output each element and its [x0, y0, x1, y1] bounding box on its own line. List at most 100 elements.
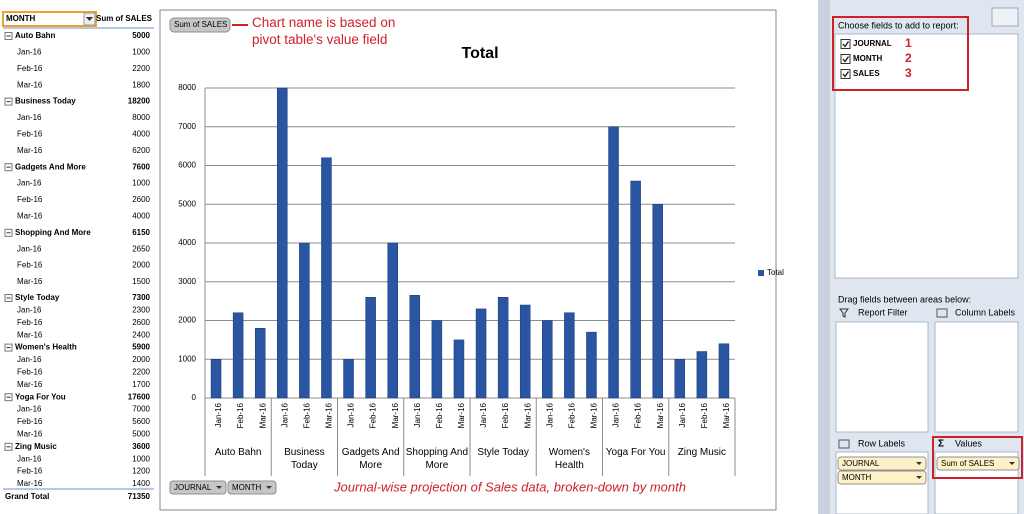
- group-name: Business Today: [15, 97, 76, 106]
- bar: [652, 204, 663, 399]
- x-tick-label: Feb-16: [700, 402, 709, 428]
- header-label: Sum of SALES: [96, 14, 153, 23]
- field-name: MONTH: [853, 54, 883, 63]
- area-title: Column Labels: [955, 307, 1016, 317]
- month-value: 1700: [132, 380, 150, 389]
- legend-label: Total: [767, 268, 784, 277]
- bar: [696, 351, 708, 399]
- bar: [387, 242, 398, 399]
- axis-field-button[interactable]: [169, 480, 227, 495]
- x-tick-label: Feb-16: [435, 402, 444, 428]
- layout-button[interactable]: [991, 7, 1019, 27]
- value-field[interactable]: [936, 456, 1020, 471]
- month-value: 6200: [132, 146, 150, 155]
- group-label-box: Women's Health: [549, 447, 590, 471]
- group-label: Shopping And More: [405, 447, 469, 471]
- x-tick-label: Feb-16: [236, 402, 245, 428]
- grand-total-label: Grand Total: [5, 492, 49, 501]
- month-label: Feb-16: [17, 261, 43, 270]
- month-label: Jan-16: [17, 306, 42, 315]
- bar: [409, 295, 421, 399]
- month-value: 1800: [132, 80, 150, 89]
- axis-field-button-label: JOURNAL: [174, 483, 212, 492]
- x-tick-label: Jan-16: [347, 402, 356, 427]
- group-name: Auto Bahn: [15, 31, 56, 40]
- month-value: 1000: [132, 454, 150, 463]
- y-tick-label: 5000: [178, 199, 196, 208]
- x-tick-label: Jan-16: [214, 402, 223, 427]
- row-field[interactable]: [837, 456, 927, 471]
- field-checkbox[interactable]: [840, 69, 851, 79]
- month-label: Mar-16: [17, 212, 43, 221]
- checkmark: [842, 41, 850, 48]
- group-label-box: Gadgets And More: [341, 447, 400, 471]
- month-value: 2000: [132, 261, 150, 270]
- x-tick-label: Feb-16: [567, 402, 576, 428]
- group-name: Style Today: [15, 293, 60, 302]
- bar: [321, 157, 332, 399]
- month-label: Feb-16: [17, 467, 43, 476]
- row-field[interactable]: [837, 470, 927, 485]
- bar: [630, 180, 641, 399]
- month-label: Jan-16: [17, 113, 42, 122]
- bar: [519, 304, 531, 399]
- group-label: Yoga For You: [605, 447, 666, 458]
- y-tick-label: 3000: [178, 277, 196, 286]
- month-value: 1500: [132, 277, 150, 286]
- y-tick-label: 1000: [178, 354, 196, 363]
- month-label: Feb-16: [17, 130, 43, 139]
- group-label-box: Auto Bahn: [215, 447, 262, 458]
- pivot-area: [0, 0, 158, 514]
- month-label: Mar-16: [17, 146, 43, 155]
- group-total: 3600: [132, 442, 150, 451]
- bar: [254, 328, 266, 399]
- group-label: Style Today: [477, 447, 529, 458]
- field-checkbox[interactable]: [840, 39, 851, 49]
- group-label: Gadgets And More: [341, 447, 400, 471]
- month-label: Mar-16: [17, 430, 43, 439]
- annotation: Chart name is based on pivot table's val…: [252, 15, 396, 47]
- x-tick-label: Feb-16: [634, 402, 643, 428]
- field-list-box: [834, 33, 1019, 279]
- checkmark: [842, 71, 850, 78]
- x-tick-label: Jan-16: [678, 402, 687, 427]
- y-tick-label: 7000: [178, 122, 196, 131]
- grand-total-value: 71350: [128, 492, 151, 501]
- x-tick-label: Mar-16: [590, 402, 599, 428]
- month-label: Feb-16: [17, 318, 43, 327]
- x-tick-label: Mar-16: [258, 402, 267, 428]
- bar: [431, 320, 443, 399]
- legend-swatch: [758, 270, 764, 276]
- month-label: Jan-16: [17, 355, 42, 364]
- x-tick-label: Mar-16: [457, 402, 466, 428]
- month-value: 2300: [132, 306, 150, 315]
- group-total: 17600: [128, 392, 151, 401]
- field-checkbox[interactable]: [840, 54, 851, 64]
- value-field-button[interactable]: [169, 17, 231, 33]
- axis-field-button[interactable]: [227, 480, 277, 495]
- value-field-label: Sum of SALES: [941, 459, 994, 468]
- month-value: 2600: [132, 195, 150, 204]
- month-value: 2400: [132, 330, 150, 339]
- highlight-box: [832, 16, 969, 91]
- pane-splitter: [818, 0, 830, 514]
- bar: [277, 87, 288, 399]
- group-label-box: Yoga For You: [605, 447, 666, 458]
- group-total: 7300: [132, 293, 150, 302]
- group-total: 18200: [128, 97, 151, 106]
- x-tick-label: Mar-16: [325, 402, 334, 428]
- bar: [586, 331, 597, 399]
- header-cell: [2, 11, 97, 27]
- x-tick-label: Mar-16: [391, 402, 400, 428]
- bar: [718, 343, 730, 399]
- dropdown-arrow: [266, 486, 272, 489]
- y-tick-label: 6000: [178, 161, 196, 170]
- filter-icon: [839, 308, 849, 318]
- value-field-button-label: Sum of SALES: [174, 20, 227, 29]
- dropdown-arrow: [916, 476, 922, 479]
- x-tick-label: Mar-16: [722, 402, 731, 428]
- axis-field-button-label: MONTH: [232, 483, 262, 492]
- dropdown-arrow: [916, 462, 922, 465]
- group-name: Women's Health: [15, 343, 77, 352]
- month-label: Jan-16: [17, 179, 42, 188]
